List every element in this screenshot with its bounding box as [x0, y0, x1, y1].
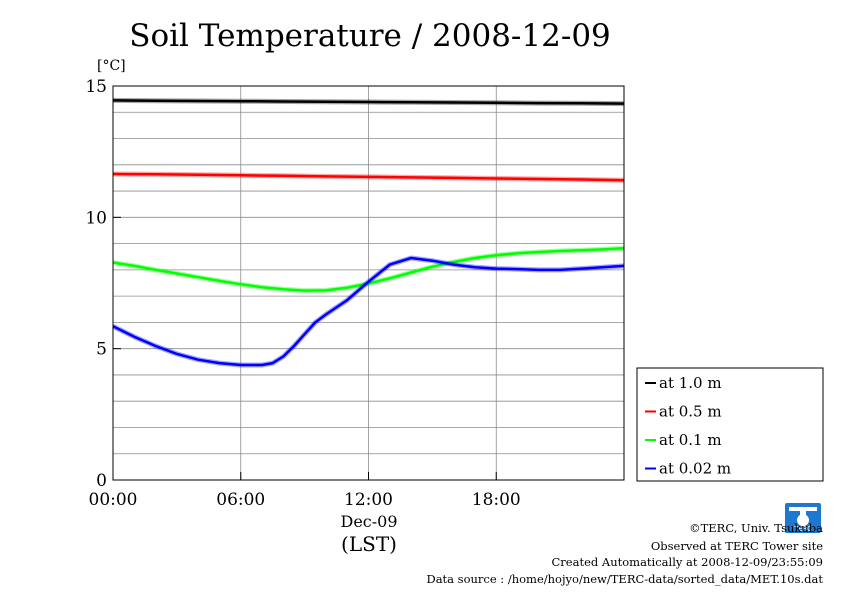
series-line-at-0-02-m: [112, 256, 625, 367]
x-axis-ticks: 00:00 06:00 12:00 18:00: [89, 472, 521, 510]
legend-box: [636, 367, 824, 482]
y-tick-label: 15: [85, 77, 107, 97]
x-tick-label: 00:00: [89, 490, 138, 510]
data-series: [111, 97, 625, 368]
chart-title: Soil Temperature / 2008-12-09: [129, 18, 611, 54]
series-line-at-0-1-m: [112, 247, 625, 292]
legend-label: at 0.1 m: [659, 431, 722, 449]
y-tick-label: 0: [96, 471, 107, 491]
footer-source: Data source : /home/hojyo/new/TERC-data/…: [426, 572, 823, 586]
legend-label: at 1.0 m: [659, 374, 722, 392]
x-tick-label: 18:00: [472, 490, 521, 510]
grid-lines: [113, 86, 624, 480]
footer-copyright: ©TERC, Univ. Tsukuba: [689, 521, 823, 535]
legend-label: at 0.5 m: [659, 403, 722, 421]
x-tick-label: 06:00: [216, 490, 265, 510]
terc-logo-text: TERC: [793, 525, 812, 533]
legend-label: at 0.02 m: [659, 460, 731, 478]
legend: at 1.0 m at 0.5 m at 0.1 m at 0.02 m: [636, 367, 824, 482]
series-line-at-1-0-m: [112, 99, 625, 105]
x-tick-label: 12:00: [344, 490, 393, 510]
series-line-at-0-5-m: [112, 172, 625, 182]
plot-frame: [112, 85, 625, 481]
x-axis-date-label: Dec-09: [340, 512, 397, 531]
terc-logo-glyph: [789, 507, 817, 527]
y-tick-label: 5: [96, 340, 107, 360]
y-tick-label: 10: [85, 208, 107, 228]
x-axis-unit-label: (LST): [341, 532, 397, 556]
footer-created: Created Automatically at 2008-12-09/23:5…: [552, 555, 824, 569]
y-axis-ticks: 0 5 10 15: [85, 77, 121, 491]
y-axis-unit-label: [°C]: [97, 58, 126, 74]
terc-logo: TERC: [785, 503, 821, 533]
footer-observed: Observed at TERC Tower site: [651, 539, 823, 553]
